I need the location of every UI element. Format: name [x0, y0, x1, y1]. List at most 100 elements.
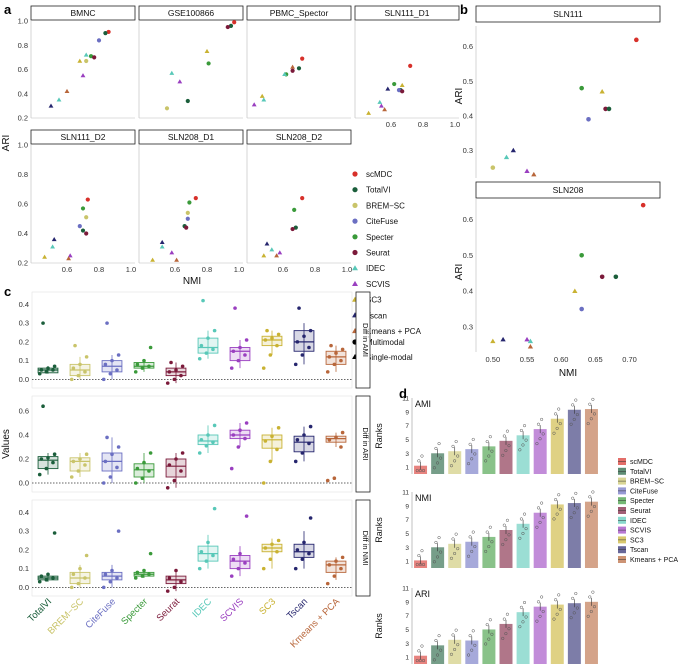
rank-point — [473, 643, 477, 647]
data-point — [103, 31, 108, 36]
rank-point — [507, 444, 511, 448]
box-point — [206, 433, 210, 437]
box-point — [148, 451, 153, 455]
x-tick-label: 0.8 — [310, 265, 320, 274]
box-point — [39, 574, 44, 578]
rank-point — [502, 523, 506, 527]
y-axis-title: Values — [1, 429, 12, 459]
data-point — [399, 82, 405, 87]
rank-point — [538, 437, 542, 441]
data-point — [42, 254, 48, 259]
rank-point — [456, 454, 460, 458]
data-point — [228, 23, 234, 28]
box-point — [308, 516, 313, 520]
rank-point — [473, 452, 477, 456]
data-point — [150, 257, 156, 262]
rank-point — [518, 448, 522, 452]
legend-label: Specter — [366, 233, 394, 242]
rank-point — [439, 456, 443, 460]
box-point — [297, 306, 301, 310]
box-point — [231, 557, 236, 562]
rank-point — [451, 537, 455, 541]
data-point — [177, 79, 183, 84]
facet-title: Diff in NMI — [361, 531, 370, 566]
rank-bar — [533, 606, 547, 664]
rank-bar — [499, 440, 513, 474]
facet-title: Diff in ARI — [361, 427, 370, 460]
rank-point — [522, 512, 527, 516]
legend-marker — [352, 249, 358, 256]
box-point — [302, 334, 306, 339]
y-axis-title: Ranks — [374, 423, 384, 449]
data-point — [510, 147, 516, 153]
box-point — [101, 377, 106, 382]
y-tick-label: 5 — [405, 627, 409, 634]
box-point — [300, 353, 305, 357]
facet-title: SLN208_D1 — [168, 132, 215, 142]
x-tick-label: 0.6 — [386, 120, 396, 129]
box-point — [212, 506, 217, 511]
rank-point — [518, 625, 522, 629]
data-point — [204, 48, 210, 54]
rank-bar — [567, 503, 581, 568]
rank-point — [468, 535, 472, 539]
box-point — [276, 426, 281, 430]
box-point — [115, 576, 119, 580]
rank-point — [417, 554, 421, 558]
panel-letter-c: c — [4, 284, 11, 299]
rank-bar — [448, 451, 462, 474]
rank-point — [535, 619, 539, 623]
x-axis-title: NMI — [183, 276, 201, 287]
y-axis-title: Ranks — [374, 613, 384, 639]
rank-point — [521, 620, 525, 624]
legend-marker — [352, 234, 358, 240]
box-point — [103, 362, 108, 367]
box-iqr — [229, 347, 251, 362]
rank-point — [538, 520, 542, 524]
legend-label: Seurat — [630, 508, 651, 515]
x-tick-label: 0.8 — [94, 265, 104, 274]
rank-point — [575, 506, 579, 510]
box-point — [115, 465, 119, 470]
rank-bar — [550, 418, 564, 474]
box-point — [300, 451, 305, 455]
box-point — [332, 362, 337, 367]
rank-point — [417, 459, 421, 463]
box-point — [108, 579, 113, 584]
y-axis-title: ARI — [1, 135, 12, 152]
rank-point — [575, 606, 579, 610]
data-point — [377, 99, 383, 104]
rank-point — [437, 442, 441, 446]
y-tick-label: 1 — [405, 465, 409, 472]
box-point — [135, 466, 140, 471]
rank-point — [524, 615, 528, 619]
data-point — [67, 253, 73, 258]
rank-point — [435, 653, 440, 657]
rank-point — [454, 628, 458, 632]
box-point — [270, 434, 274, 439]
box-point — [108, 475, 113, 479]
rank-point — [574, 591, 578, 596]
data-point — [634, 37, 639, 43]
data-point — [599, 88, 605, 94]
facet-title: AMI — [415, 399, 431, 409]
box-point — [244, 421, 249, 425]
box-point — [41, 404, 45, 409]
box-point — [108, 371, 113, 376]
rank-point — [501, 453, 505, 457]
box-point — [46, 572, 50, 577]
rank-bar — [414, 465, 428, 474]
box-point — [165, 589, 170, 593]
y-tick-label: 1.0 — [18, 141, 28, 150]
rank-point — [571, 403, 575, 407]
rank-point — [484, 459, 488, 463]
rank-point — [588, 595, 592, 599]
box-point — [174, 568, 178, 573]
box-point — [275, 549, 279, 554]
rank-point — [468, 634, 472, 638]
rank-point — [571, 496, 575, 500]
box-point — [83, 370, 87, 374]
data-point — [572, 288, 578, 293]
y-tick-label: 0.3 — [463, 322, 473, 331]
data-point — [293, 225, 298, 230]
